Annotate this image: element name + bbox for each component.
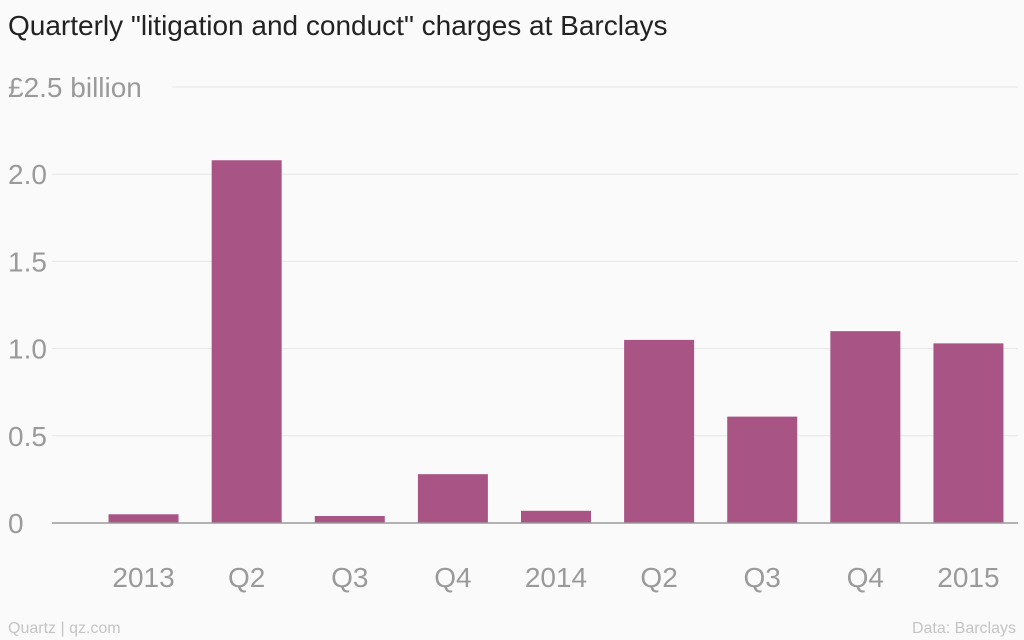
bar: [314, 516, 385, 523]
bar: [933, 343, 1004, 523]
x-tick-label: Q3: [744, 562, 781, 593]
y-tick-label: 0.5: [8, 421, 47, 452]
y-tick-label: £2.5 billion: [8, 72, 142, 103]
y-tick-label: 1.5: [8, 246, 47, 277]
x-tick-label: 2015: [937, 562, 999, 593]
x-tick-label: Q3: [331, 562, 368, 593]
x-tick-label: 2014: [525, 562, 587, 593]
bar: [211, 160, 282, 524]
bar: [417, 474, 488, 523]
y-tick-label: 2.0: [8, 159, 47, 190]
bar: [521, 510, 591, 523]
footer-source-right: Data: Barclays: [911, 620, 1016, 637]
y-tick-label: 1.0: [8, 334, 47, 365]
bar: [624, 339, 695, 523]
x-tick-label: Q4: [434, 562, 471, 593]
x-tick-label: 2013: [112, 562, 174, 593]
bar: [830, 331, 901, 523]
x-tick-label: Q2: [228, 562, 265, 593]
footer-source-left: Quartz | qz.com: [8, 620, 121, 637]
bar: [108, 514, 179, 523]
y-tick-label: 0: [8, 508, 24, 539]
x-tick-label: Q2: [640, 562, 677, 593]
bar: [727, 416, 798, 523]
x-tick-label: Q4: [847, 562, 884, 593]
chart-title: Quarterly "litigation and conduct" charg…: [8, 10, 668, 41]
